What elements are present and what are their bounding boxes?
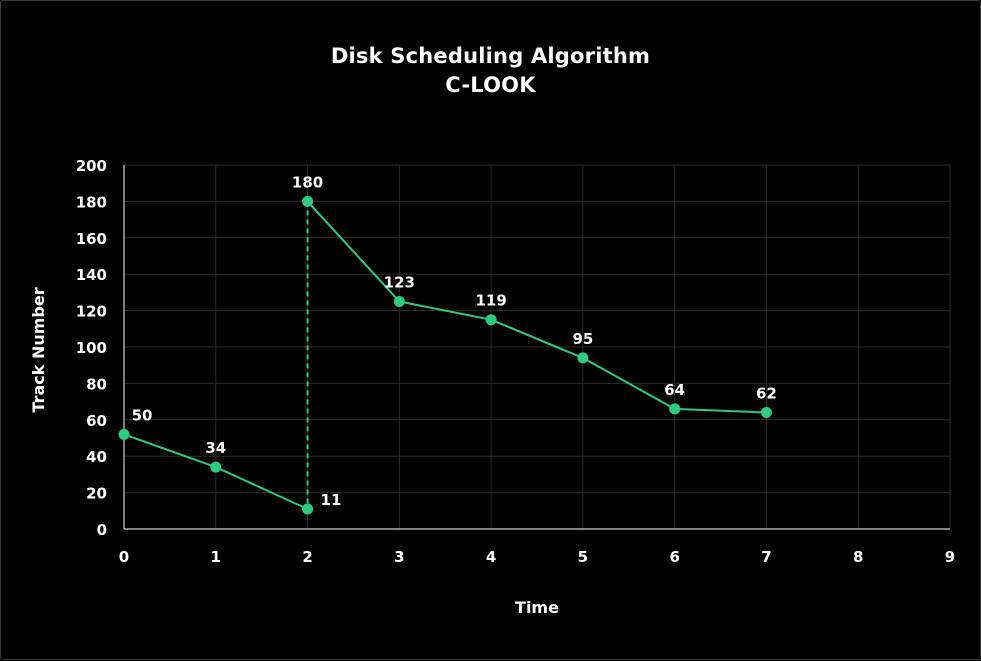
data-label: 180 [292, 173, 323, 191]
data-point [302, 503, 314, 515]
y-tick-label: 180 [76, 193, 107, 211]
data-label: 62 [756, 385, 777, 403]
x-tick-label: 7 [761, 548, 771, 566]
data-label: 64 [664, 381, 685, 399]
data-point [577, 352, 589, 364]
y-tick-label: 200 [76, 157, 107, 175]
data-point [302, 195, 314, 207]
data-label: 50 [132, 406, 153, 424]
data-label: 95 [572, 330, 593, 348]
data-label: 123 [384, 274, 415, 292]
data-point [118, 428, 130, 440]
y-tick-label: 0 [97, 521, 107, 539]
series-line-segment [123, 433, 217, 469]
series-line-segment [582, 357, 676, 410]
data-label: 119 [475, 292, 506, 310]
y-axis-title: Track Number [29, 287, 48, 412]
data-point [669, 403, 681, 415]
series-line-segment [215, 466, 308, 510]
data-point [760, 407, 772, 419]
y-tick-label: 60 [86, 412, 107, 430]
y-tick-label: 140 [76, 266, 107, 284]
x-tick-label: 0 [119, 548, 129, 566]
x-tick-label: 3 [394, 548, 404, 566]
x-tick-label: 5 [578, 548, 588, 566]
x-tick-label: 1 [211, 548, 221, 566]
data-point [210, 461, 222, 473]
data-point [393, 296, 405, 307]
x-tick-label: 2 [302, 548, 312, 566]
y-tick-label: 80 [86, 375, 107, 393]
series-line-segment [490, 318, 584, 359]
y-tick-label: 40 [86, 448, 107, 466]
chart-subtitle: C-LOOK [445, 73, 536, 97]
series-line-segment [399, 300, 492, 321]
x-tick-label: 4 [486, 548, 496, 566]
series-line-segment [306, 200, 401, 303]
y-tick-label: 120 [76, 303, 107, 321]
x-tick-label: 6 [669, 548, 679, 566]
x-tick-label: 8 [853, 548, 863, 566]
data-point [485, 314, 497, 326]
y-tick-label: 20 [86, 485, 107, 503]
x-tick-label: 9 [945, 548, 955, 566]
series-line-segment [674, 407, 767, 414]
data-label: 34 [205, 439, 226, 457]
y-tick-label: 160 [76, 230, 107, 248]
x-axis-title: Time [515, 598, 559, 617]
data-label: 11 [321, 491, 342, 509]
y-tick-label: 100 [76, 339, 107, 357]
chart-title: Disk Scheduling Algorithm [330, 44, 651, 68]
